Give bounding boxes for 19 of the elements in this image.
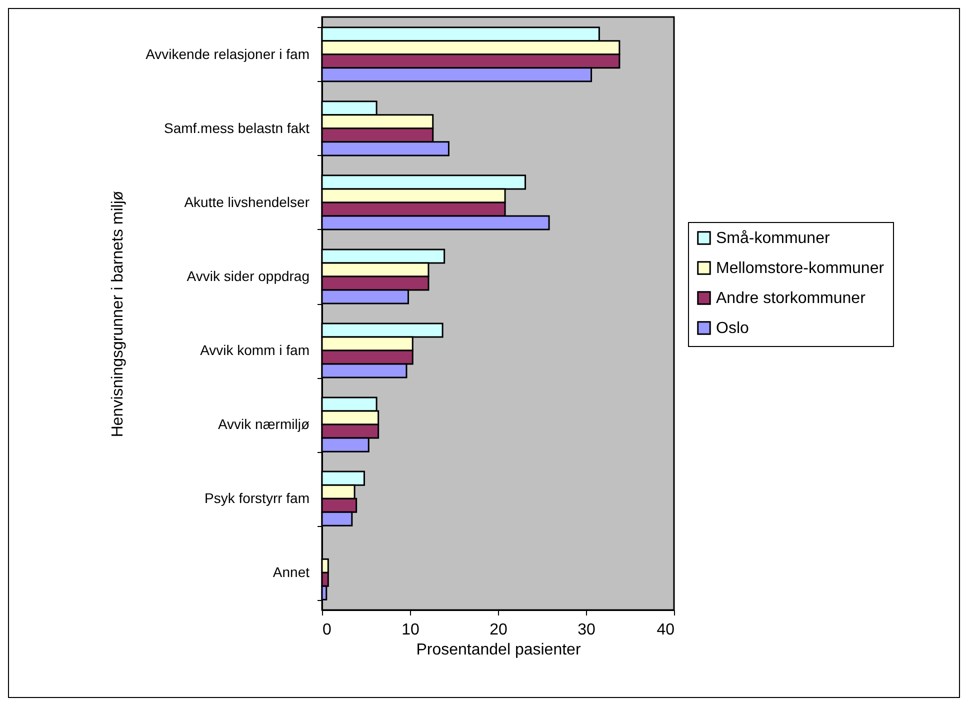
x-tick-label: 0 [322,622,332,638]
y-tick-label: Avvik nærmiljø [218,416,310,432]
x-tick-label: 40 [656,622,675,638]
y-tick-label: Psyk forstyrr fam [204,490,310,506]
x-tick-label: 10 [402,622,420,638]
y-tick-label: Avvik komm i fam [200,342,310,358]
y-axis-title: Henvisningsgrunner i barnets miljø [110,190,127,438]
legend-label: Oslo [716,320,749,337]
y-tick-label: Akutte livshendelser [184,194,310,210]
y-tick-label: Avvik sider oppdrag [186,268,310,284]
y-tick-label: Avvikende relasjoner i fam [146,46,310,62]
x-tick-label: 20 [490,622,508,638]
y-tick-label: Annet [272,564,310,580]
legend-label: Mellomstore-kommuner [716,260,885,277]
legend-label: Små-kommuner [716,230,830,247]
x-axis-title: Prosentandel pasienter [416,642,582,658]
legend-label: Andre storkommuner [716,290,866,307]
y-tick-label: Samf.mess belastn fakt [164,120,310,136]
x-tick-label: 30 [578,622,596,638]
